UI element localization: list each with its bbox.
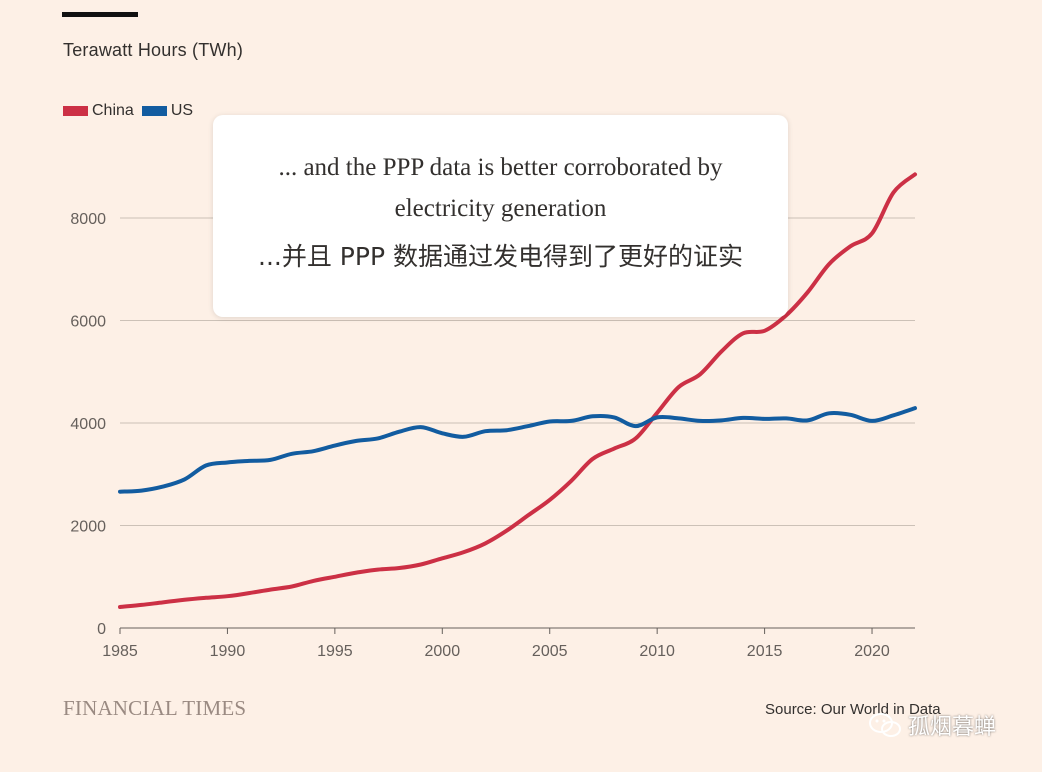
callout-english-text: ... and the PPP data is better corrobora… (278, 154, 723, 222)
y-axis-title: Terawatt Hours (TWh) (63, 40, 244, 60)
y-tick-label-6000: 6000 (70, 314, 106, 331)
x-tick-label-2015: 2015 (747, 643, 783, 660)
legend-item-us: US (141, 102, 194, 120)
series-line-us (118, 406, 917, 494)
callout-chinese-text: ...并且 PPP 数据通过发电得到了更好的证实 (258, 242, 743, 271)
legend-item-china: China (63, 102, 134, 120)
legend-swatch-us (141, 106, 167, 116)
series-line-china (118, 172, 917, 609)
x-tick-label-1995: 1995 (317, 643, 353, 660)
x-tick-label-2020: 2020 (854, 643, 890, 660)
x-tick-label-2000: 2000 (425, 643, 461, 660)
financial-times-logo: FINANCIAL TIMES (63, 696, 247, 720)
watermark-text: 孤烟暮蝉 (908, 715, 997, 740)
x-tick-label-2005: 2005 (532, 643, 568, 660)
x-tick-label-1990: 1990 (210, 643, 246, 660)
legend-swatch-china (63, 106, 88, 116)
legend-label-china: China (92, 102, 134, 119)
y-tick-label-8000: 8000 (70, 211, 106, 228)
legend: China US (63, 102, 201, 120)
y-tick-label-4000: 4000 (70, 416, 106, 433)
annotation-callout: ... and the PPP data is better corrobora… (213, 115, 788, 317)
wechat-icon (869, 713, 901, 737)
legend-label-us: US (170, 102, 194, 119)
watermark: 孤烟暮蝉 (868, 709, 996, 741)
y-tick-label-0: 0 (97, 621, 106, 638)
x-tick-label-2010: 2010 (639, 643, 675, 660)
source-note: Source: Our World in Data (765, 701, 941, 718)
y-tick-label-2000: 2000 (70, 519, 106, 536)
top-rule (62, 12, 138, 17)
x-tick-label-1985: 1985 (102, 643, 138, 660)
